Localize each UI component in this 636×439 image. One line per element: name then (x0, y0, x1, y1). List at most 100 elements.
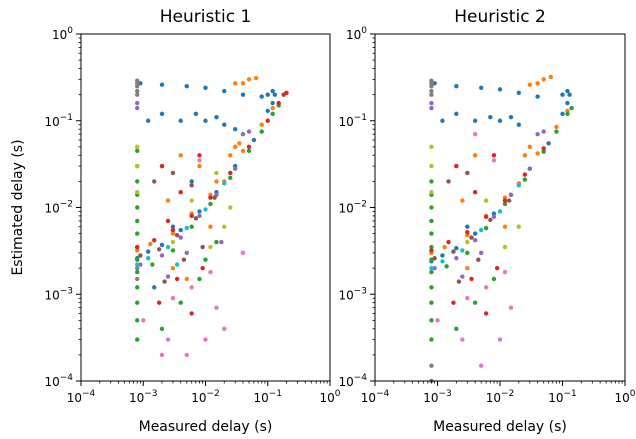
y-tick-label: 10−1 (44, 113, 73, 129)
data-point (456, 279, 462, 284)
x-tick-label: 10−4 (67, 389, 96, 405)
data-point (208, 224, 213, 229)
data-point (502, 198, 508, 203)
data-point (222, 326, 227, 331)
data-point (446, 239, 451, 245)
data-point (145, 118, 151, 123)
data-point (546, 141, 551, 146)
data-point (451, 249, 456, 254)
series-10 (429, 183, 522, 271)
data-point (240, 92, 246, 97)
data-point (442, 244, 447, 250)
series-7 (141, 158, 246, 358)
y-tick-label: 10−2 (44, 200, 73, 216)
data-point (565, 88, 570, 94)
data-point (432, 265, 437, 271)
data-point (554, 129, 559, 134)
data-point (197, 213, 202, 219)
data-point (535, 81, 540, 86)
series-6 (432, 170, 512, 284)
chart-panel-2: 10−4 10−3 10−2 10−1 100 10−4 10−3 10−2 10−1 100 He… (338, 7, 635, 435)
data-point (200, 265, 205, 271)
data-point (440, 253, 445, 258)
data-point (454, 326, 459, 331)
data-point (145, 256, 151, 261)
data-point (435, 318, 440, 323)
x-tick-label: 100 (319, 389, 340, 405)
chart-panel-1: 10−4 10−3 10−2 10−1 100 10−4 10−3 10−2 10−1 100 He… (10, 7, 341, 435)
data-point (189, 311, 194, 316)
data-point (135, 265, 140, 271)
data-point (135, 190, 140, 195)
series-4 (429, 146, 546, 316)
data-point (516, 90, 522, 96)
y-tick-label: 10−4 (44, 373, 73, 389)
data-point (488, 114, 493, 120)
data-point (483, 285, 489, 290)
data-point (222, 122, 227, 127)
data-point (516, 183, 522, 188)
data-point (541, 77, 546, 82)
data-point (214, 179, 219, 184)
x-tick-label: 10−1 (548, 389, 577, 405)
data-point (429, 248, 434, 253)
tick-labels: 10−4 10−3 10−2 10−1 100 10−4 10−3 10−2 10−1 100 (338, 26, 635, 405)
data-point (488, 217, 493, 223)
data-point (228, 205, 233, 210)
axis-ticks (370, 33, 626, 386)
data-point (135, 318, 140, 323)
data-point (567, 92, 572, 97)
data-point (454, 163, 459, 169)
data-point (159, 111, 165, 117)
data-point (135, 148, 140, 154)
axis-ticks (76, 33, 331, 386)
data-point (170, 296, 176, 301)
data-point (565, 100, 570, 106)
data-point (203, 118, 208, 123)
data-point (508, 114, 514, 120)
data-point (197, 276, 202, 282)
data-point (535, 151, 540, 156)
data-point (454, 245, 459, 251)
data-point (189, 285, 194, 290)
data-point (429, 231, 434, 236)
x-tick-label: 100 (614, 389, 635, 405)
data-point (174, 276, 180, 282)
data-point (208, 201, 213, 207)
data-point (497, 337, 503, 342)
data-point (429, 218, 434, 224)
data-point (135, 144, 140, 150)
data-point (465, 224, 470, 229)
data-point (502, 195, 508, 200)
data-point (170, 239, 176, 245)
data-point (472, 231, 478, 236)
data-point (478, 250, 484, 256)
data-point (214, 170, 219, 176)
data-point (165, 337, 171, 342)
data-point (560, 111, 565, 117)
data-point (170, 170, 176, 176)
data-point (138, 262, 143, 267)
data-point (460, 248, 465, 253)
data-point (189, 213, 194, 219)
data-point (135, 248, 140, 253)
data-point (483, 198, 489, 203)
data-point (270, 100, 275, 106)
data-point (478, 363, 484, 368)
series-4 (135, 90, 289, 316)
y-tick-label: 10−3 (338, 286, 367, 302)
data-point (228, 170, 233, 176)
data-point (189, 198, 194, 203)
data-point (233, 126, 238, 132)
data-point (135, 92, 140, 97)
data-point (483, 214, 489, 220)
series-10 (135, 181, 227, 267)
data-point (472, 153, 478, 158)
data-point (189, 179, 194, 184)
data-point (535, 94, 540, 99)
data-point (265, 92, 270, 97)
x-tick-label: 10−2 (486, 389, 515, 405)
